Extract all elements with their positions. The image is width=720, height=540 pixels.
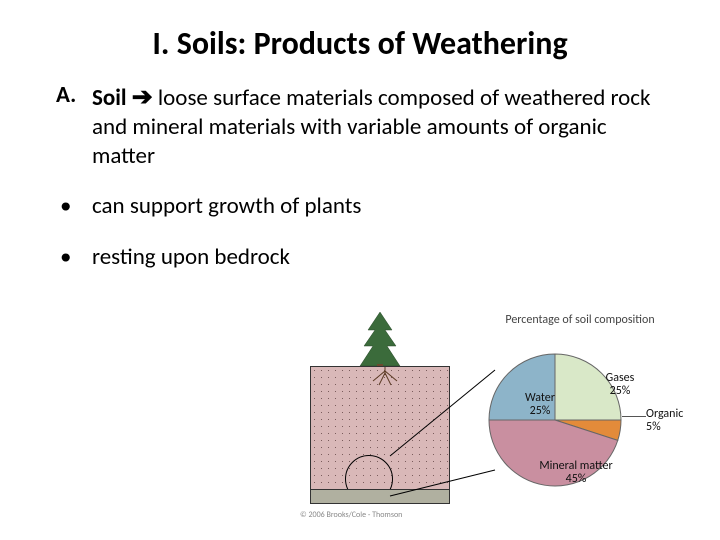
organic-leader (622, 416, 646, 417)
copyright-text: © 2006 Brooks/Cole - Thomson (300, 510, 402, 520)
item-body: Soil ➔ loose surface materials composed … (92, 81, 664, 170)
soil-figure: Percentage of soil composition © 2006 Br… (300, 310, 700, 520)
definition-text: loose surface materials composed of weat… (92, 84, 650, 170)
bullet-marker: • (56, 243, 92, 272)
pie-slice-label: Water25% (500, 392, 580, 417)
definition-item: A. Soil ➔ loose surface materials compos… (56, 81, 664, 170)
item-marker: A. (56, 81, 92, 170)
bullet-item: • can support growth of plants (56, 192, 664, 221)
bullet-text: can support growth of plants (92, 192, 664, 221)
pie-slice-label: Organic5% (646, 408, 698, 433)
content-area: A. Soil ➔ loose surface materials compos… (0, 81, 720, 272)
bullet-item: • resting upon bedrock (56, 243, 664, 272)
pie-title: Percentage of soil composition (500, 314, 660, 328)
bullet-text: resting upon bedrock (92, 243, 664, 272)
bullet-marker: • (56, 192, 92, 221)
page-title: I. Soils: Products of Weathering (0, 0, 720, 81)
arrow-icon: ➔ (132, 81, 153, 112)
pie-slice-label: Gases25% (580, 372, 660, 397)
soil-term: Soil (92, 84, 127, 112)
pie-slice-label: Mineral matter45% (536, 460, 616, 485)
